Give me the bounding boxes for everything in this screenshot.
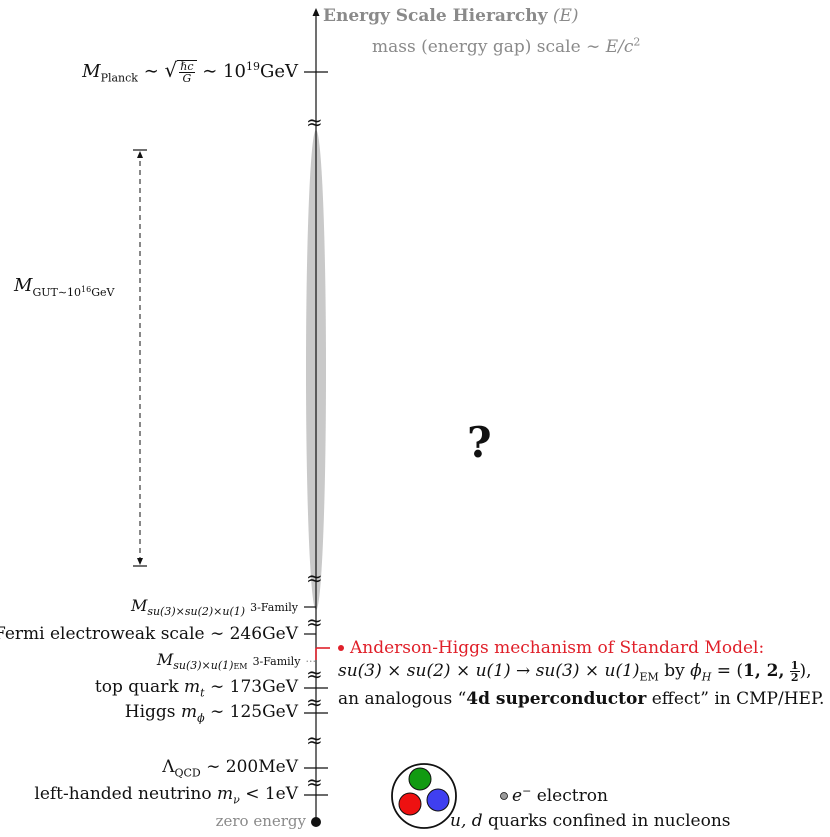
axis-title-var: (E): [552, 6, 579, 26]
axis-title: Energy Scale Hierarchy (E): [323, 6, 579, 26]
neutrino-label: left-handed neutrino mν < 1eV: [34, 784, 298, 807]
gut-arrow-down: [137, 558, 143, 565]
quarks-var: u, d: [450, 811, 483, 831]
planck-label: MPlanck ∼ √ ℏc G ∼ 1019GeV: [82, 58, 298, 85]
qcd-label: ΛQCD ∼ 200MeV: [162, 757, 298, 780]
gut-label: MGUT∼1016GeV: [14, 275, 115, 299]
top-sub: t: [200, 686, 205, 700]
axis-break-2: ≈: [306, 566, 323, 590]
nu-var: m: [216, 784, 234, 804]
quarks-text: quarks confined in nucleons: [488, 811, 731, 831]
axis-break-6: ≈: [306, 728, 323, 752]
higgs-mechanism-title: Anderson-Higgs mechanism of Standard Mod…: [350, 638, 765, 658]
nu-a: left-handed neutrino: [34, 784, 212, 804]
planck-unit: GeV: [259, 61, 298, 82]
higgs-formula-close: ),: [799, 661, 812, 681]
planck-exp: 19: [245, 60, 260, 73]
gut-sub-a: GUT∼10: [32, 285, 82, 299]
family-label: Msu(3)×su(2)×u(1) 3-Family: [131, 596, 298, 618]
quark-red: [398, 792, 422, 816]
higgs-formula-eq: = (: [716, 661, 744, 681]
family-em-sub-b: EM: [233, 662, 248, 672]
axis-arrowhead: [312, 8, 320, 16]
family-em-tail: 3-Family: [252, 655, 301, 668]
higgs-mechanism-analogy: an analogous “4d superconductor effect” …: [338, 689, 824, 709]
higgs-formula-phi-sub: H: [701, 670, 712, 684]
electron-label: e− electron: [512, 784, 608, 806]
higgs-sub: ϕ: [197, 711, 205, 725]
axis-subtitle: mass (energy gap) scale ∼ E/c2: [372, 35, 641, 57]
planck-den: G: [182, 72, 192, 85]
qcd-a: Λ: [162, 757, 175, 777]
axis-break-1: ≈: [306, 110, 323, 134]
zero-energy-dot: [311, 817, 321, 827]
gut-m: M: [14, 275, 33, 296]
top-a: top quark: [94, 677, 179, 697]
electron-exp: −: [522, 784, 532, 798]
family-em-label: Msu(3)×u(1)EM 3-Family ···: [157, 650, 316, 672]
planck-sim: ∼: [143, 61, 159, 82]
higgs-b: ∼ 125GeV: [209, 702, 298, 722]
higgs-formula-by: by: [664, 661, 685, 681]
quark-green: [408, 767, 432, 791]
axis-break-7: ≈: [306, 770, 323, 794]
axis-subtitle-exp: 2: [633, 35, 641, 49]
nu-b: < 1eV: [245, 784, 298, 804]
quarks-label: u, d quarks confined in nucleons: [450, 811, 731, 831]
family-em-dots: ···: [305, 655, 317, 668]
electron-dot: [500, 792, 508, 800]
fermi-label: Fermi electroweak scale ∼ 246GeV: [0, 624, 298, 644]
family-em-m: M: [156, 650, 174, 669]
axis-subtitle-prefix: mass (energy gap) scale ∼: [372, 37, 601, 57]
zero-energy-label: zero energy: [215, 812, 306, 830]
planck-num: ℏc: [179, 60, 195, 73]
family-em-sub-a: su(3)×u(1): [173, 659, 234, 673]
qcd-b: ∼ 200MeV: [206, 757, 298, 777]
nucleon-circle: [391, 763, 457, 829]
family-m: M: [130, 596, 148, 615]
axis-break-4: ≈: [306, 662, 323, 686]
nu-sub: ν: [233, 793, 240, 807]
top-var: m: [184, 677, 201, 697]
question-mark: ?: [467, 418, 492, 467]
higgs-formula-num: 1: [789, 659, 800, 672]
planck-tail: ∼ 10: [202, 61, 246, 82]
planck-m: M: [82, 61, 101, 82]
family-sub: su(3)×su(2)×u(1): [147, 605, 246, 619]
gut-sub-exp: 16: [81, 284, 92, 294]
higgs-formula-den: 2: [790, 671, 799, 684]
higgs-formula-bold: 1, 2,: [743, 661, 785, 681]
analogy-b: effect” in CMP/HEP.: [646, 689, 825, 709]
analogy-bold: 4d superconductor: [466, 689, 647, 709]
quark-blue: [426, 788, 450, 812]
electron-text: electron: [536, 786, 608, 806]
top-b: ∼ 173GeV: [209, 677, 298, 697]
gut-arrow-up: [137, 151, 143, 158]
axis-subtitle-formula: E/c: [605, 37, 634, 57]
axis-break-5: ≈: [306, 690, 323, 714]
higgs-marker-dot: [338, 645, 344, 651]
family-tail: 3-Family: [250, 601, 298, 614]
higgs-formula-em: EM: [639, 670, 659, 684]
analogy-a: an analogous “: [338, 689, 467, 709]
top-quark-label: top quark mt ∼ 173GeV: [94, 677, 298, 700]
higgs-mechanism-formula: su(3) × su(2) × u(1) → su(3) × u(1)EM by…: [338, 660, 812, 683]
higgs-formula-phi: ϕ: [690, 661, 702, 681]
qcd-sub: QCD: [174, 766, 201, 780]
higgs-var: m: [180, 702, 198, 722]
axis-title-text: Energy Scale Hierarchy: [323, 6, 548, 26]
higgs-a: Higgs: [124, 702, 176, 722]
axis-break-3: ≈: [306, 610, 323, 634]
gut-sub-b: GeV: [91, 285, 115, 299]
higgs-formula-groups: su(3) × su(2) × u(1) → su(3) × u(1): [338, 661, 640, 681]
higgs-label: Higgs mϕ ∼ 125GeV: [124, 702, 298, 725]
electron-var: e: [512, 786, 523, 806]
planck-sub: Planck: [100, 71, 138, 85]
